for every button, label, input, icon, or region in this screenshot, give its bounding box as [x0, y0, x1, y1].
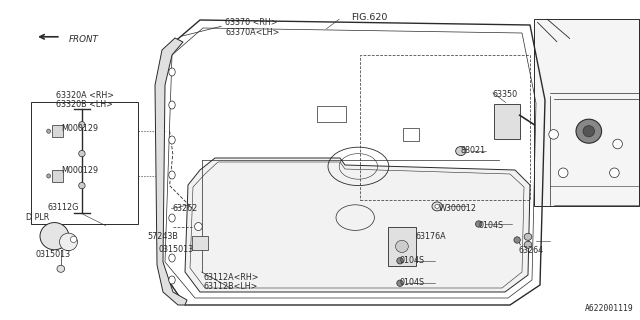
Ellipse shape [169, 101, 175, 109]
Bar [494, 104, 520, 139]
Ellipse shape [613, 139, 623, 149]
Bar [192, 236, 208, 250]
Bar [52, 125, 63, 137]
Polygon shape [155, 38, 187, 305]
Ellipse shape [169, 68, 175, 76]
Ellipse shape [79, 182, 85, 189]
Bar [534, 19, 639, 206]
Ellipse shape [576, 119, 602, 143]
Text: W300012: W300012 [438, 204, 476, 213]
Ellipse shape [559, 168, 568, 178]
Ellipse shape [57, 265, 65, 272]
Text: 63370A<LH>: 63370A<LH> [225, 28, 280, 37]
Text: 0104S: 0104S [479, 221, 504, 230]
Polygon shape [185, 158, 530, 292]
Ellipse shape [583, 126, 595, 137]
Text: M000129: M000129 [61, 124, 98, 133]
Text: FRONT: FRONT [68, 35, 99, 44]
Ellipse shape [169, 276, 175, 284]
Bar [31, 102, 138, 224]
Ellipse shape [610, 168, 619, 178]
Ellipse shape [40, 223, 69, 250]
Bar [388, 227, 416, 266]
Ellipse shape [396, 240, 408, 252]
Ellipse shape [47, 174, 51, 178]
Text: 63112B<LH>: 63112B<LH> [204, 282, 258, 291]
Text: 63176A: 63176A [416, 232, 447, 241]
Bar [317, 106, 346, 122]
Ellipse shape [524, 241, 532, 248]
Ellipse shape [169, 136, 175, 144]
Text: 57243B: 57243B [147, 232, 178, 241]
Text: 63320B <LH>: 63320B <LH> [56, 100, 113, 109]
Ellipse shape [549, 130, 559, 139]
Ellipse shape [195, 223, 202, 230]
Ellipse shape [456, 147, 466, 156]
Ellipse shape [60, 233, 77, 251]
Bar [403, 128, 419, 141]
Ellipse shape [70, 236, 77, 243]
Ellipse shape [79, 122, 85, 128]
Text: FIG.620: FIG.620 [351, 13, 387, 22]
Text: 0104S: 0104S [400, 278, 425, 287]
Text: 0104S: 0104S [400, 256, 425, 265]
Ellipse shape [514, 237, 520, 243]
Ellipse shape [169, 171, 175, 179]
Ellipse shape [169, 214, 175, 222]
Text: 63370 <RH>: 63370 <RH> [225, 18, 278, 27]
Ellipse shape [435, 204, 440, 208]
Text: D PLR: D PLR [26, 213, 49, 222]
Bar [52, 170, 63, 182]
Ellipse shape [397, 258, 403, 264]
Text: 63112A<RH>: 63112A<RH> [204, 273, 259, 282]
Text: 63264: 63264 [518, 246, 543, 255]
Text: 63262: 63262 [173, 204, 198, 213]
Text: M000129: M000129 [61, 166, 98, 175]
Text: 88021: 88021 [461, 146, 486, 155]
Text: 0315013: 0315013 [35, 250, 70, 259]
Text: A622001119: A622001119 [585, 304, 634, 313]
Ellipse shape [524, 233, 532, 240]
Ellipse shape [432, 202, 442, 211]
Text: 63320A <RH>: 63320A <RH> [56, 92, 115, 100]
Text: 63112G: 63112G [48, 203, 79, 212]
Ellipse shape [397, 280, 403, 286]
Ellipse shape [169, 254, 175, 262]
Text: 63350: 63350 [493, 90, 518, 99]
Ellipse shape [47, 129, 51, 133]
Ellipse shape [476, 221, 482, 227]
Ellipse shape [79, 150, 85, 157]
Text: 0315013: 0315013 [159, 245, 194, 254]
